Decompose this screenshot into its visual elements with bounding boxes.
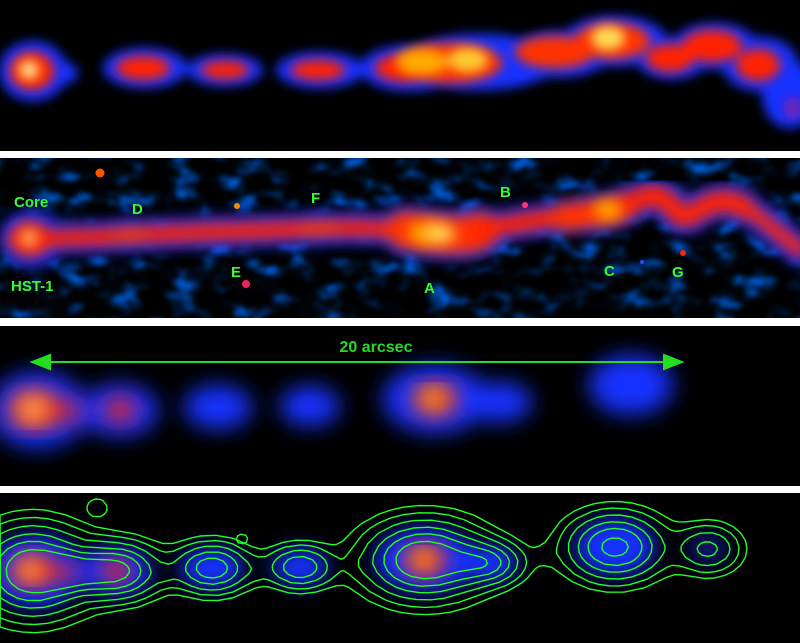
svg-text:F: F	[311, 190, 320, 207]
svg-text:A: A	[424, 280, 435, 297]
svg-text:B: B	[500, 184, 511, 201]
svg-text:E: E	[231, 264, 241, 281]
svg-text:D: D	[132, 201, 143, 218]
svg-text:Core: Core	[14, 194, 48, 211]
svg-text:HST-1: HST-1	[11, 278, 54, 295]
svg-text:C: C	[604, 263, 615, 280]
svg-text:20 arcsec: 20 arcsec	[340, 339, 413, 356]
svg-text:G: G	[672, 264, 684, 281]
